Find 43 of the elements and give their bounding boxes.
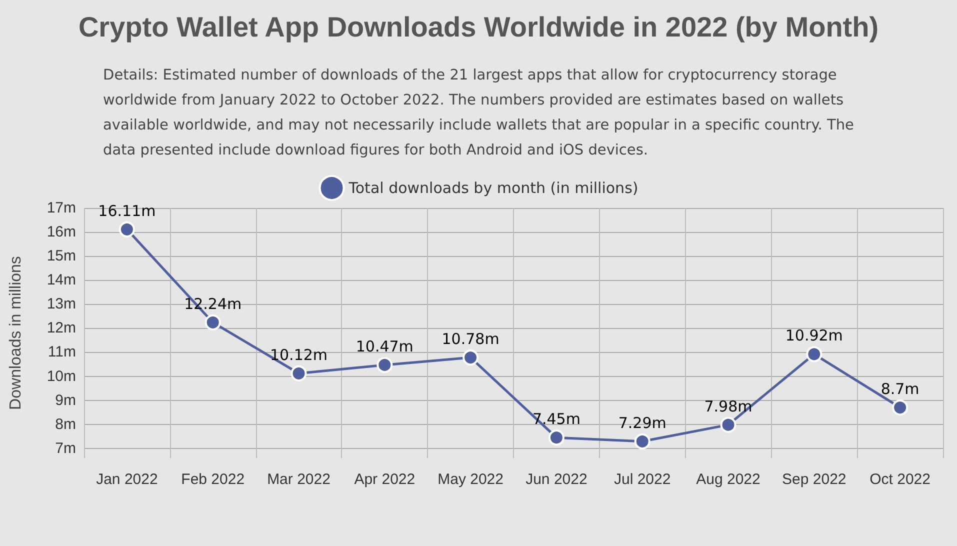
y-tick-label: 11m (48, 344, 76, 361)
chart-title: Crypto Wallet App Downloads Worldwide in 2022 (by Month) (78, 12, 879, 42)
x-tick-label: Jan 2022 (96, 471, 158, 488)
y-tick-label: 10m (46, 368, 76, 385)
data-label: 7.29m (618, 414, 666, 432)
legend-label: Total downloads by month (in millions) (348, 179, 638, 197)
point (806, 346, 822, 362)
x-tick-label: Oct 2022 (870, 471, 930, 488)
point (892, 400, 908, 416)
y-tick-label: 9m (55, 392, 76, 409)
x-tick-label: Mar 2022 (267, 471, 330, 488)
point (720, 416, 736, 433)
y-tick-label: 15m (46, 248, 76, 265)
point (462, 350, 479, 366)
point (290, 365, 307, 382)
point (376, 356, 393, 373)
data-label: 10.78m (442, 330, 500, 348)
y-tick-label: 13m (46, 296, 76, 313)
data-label: 16.11m (98, 202, 156, 220)
y-tick-label: 16m (46, 224, 76, 241)
chart-subtitle: Details: Estimated number of downloads of the 21 largest apps that allow for cryptocurrency storage worldwide from January 2022 to October 2022. The numbers provided are estimates based on wallets available worldwide, and may not necessarily include wallets that are popular in a specific country. The data presented include download figures for both Android and iOS devices. (103, 68, 854, 158)
data-label: 10.12m (270, 346, 328, 364)
y-axis-title: Downloads in millions (8, 256, 24, 410)
y-tick-label: 17m (46, 200, 76, 216)
data-label: 10.47m (356, 337, 414, 356)
data-label: 10.92m (785, 326, 843, 345)
data-label: 7.98m (704, 397, 752, 416)
x-tick-label: Aug 2022 (696, 471, 760, 488)
x-tick-label: Feb 2022 (181, 471, 245, 488)
y-tick-label: 7m (55, 440, 76, 457)
x-tick-label: Jun 2022 (526, 471, 588, 488)
data-label: 8.7m (880, 380, 920, 398)
y-tick-label: 8m (55, 416, 76, 433)
point (548, 430, 564, 446)
x-tick-label: May 2022 (438, 471, 504, 488)
x-tick-label: Apr 2022 (354, 471, 416, 488)
y-tick-label: 12m (46, 320, 76, 337)
point (634, 433, 650, 450)
x-tick-label: Jul 2022 (614, 471, 671, 488)
y-tick-label: 14m (46, 272, 76, 289)
point (118, 221, 135, 238)
point (204, 314, 221, 330)
x-tick-label: Sep 2022 (782, 471, 846, 488)
